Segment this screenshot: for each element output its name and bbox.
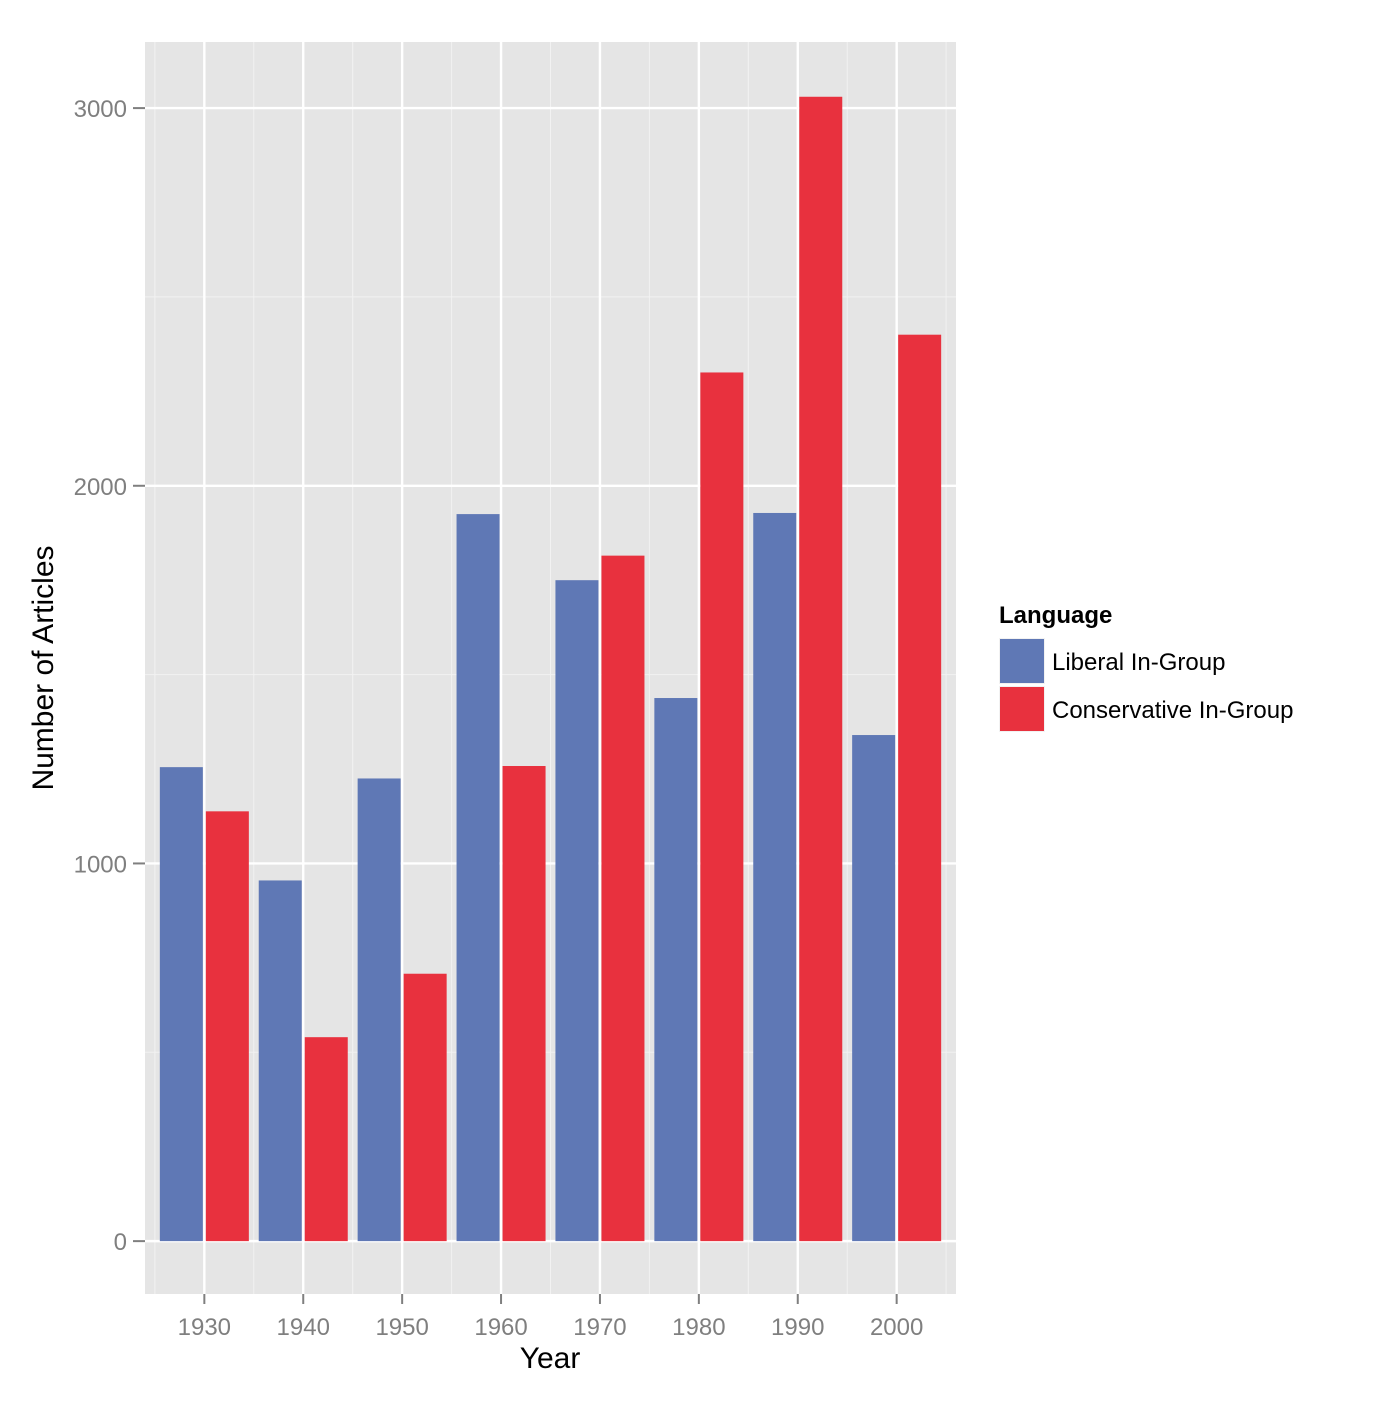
- y-tick-label: 1000: [74, 851, 127, 878]
- legend-title: Language: [999, 602, 1112, 629]
- x-tick-label: 1970: [573, 1314, 626, 1341]
- x-tick-label: 1930: [178, 1314, 231, 1341]
- x-tick-label: 1950: [375, 1314, 428, 1341]
- x-tick-label: 1960: [474, 1314, 527, 1341]
- bar-liberal-1970: [555, 580, 599, 1242]
- x-axis-title: Year: [520, 1342, 581, 1375]
- grid-lines: [145, 42, 956, 1294]
- legend-items: Liberal In-Group Conservative In-Group: [999, 638, 1293, 732]
- x-tick-label: 1980: [672, 1314, 725, 1341]
- x-tick-label: 1990: [771, 1314, 824, 1341]
- bar-liberal-1990: [753, 512, 797, 1242]
- bar-liberal-1950: [357, 778, 401, 1242]
- bar-conservative-1970: [601, 555, 645, 1242]
- bar-liberal-2000: [852, 735, 896, 1242]
- legend-label: Liberal In-Group: [1052, 649, 1225, 676]
- bar-liberal-1930: [159, 767, 203, 1242]
- bar-conservative-1930: [205, 811, 249, 1242]
- bar-liberal-1940: [258, 880, 302, 1242]
- legend-label: Conservative In-Group: [1052, 697, 1293, 724]
- legend-swatch: [1000, 687, 1044, 731]
- x-tick-label: 2000: [870, 1314, 923, 1341]
- bar-conservative-1950: [403, 973, 447, 1242]
- legend: Language Liberal In-Group Conservative In…: [999, 602, 1293, 732]
- bar-liberal-1960: [456, 514, 500, 1242]
- bar-conservative-1940: [304, 1037, 348, 1242]
- y-tick-label: 2000: [74, 474, 127, 501]
- y-axis: 0 1000 2000 3000: [74, 96, 145, 1256]
- y-tick-label: 0: [114, 1229, 127, 1256]
- bar-conservative-2000: [898, 334, 942, 1242]
- y-axis-title: Number of Articles: [27, 545, 60, 790]
- legend-swatch: [1000, 639, 1044, 683]
- bar-conservative-1980: [700, 372, 744, 1242]
- bar-conservative-1990: [799, 96, 843, 1242]
- x-tick-label: 1940: [277, 1314, 330, 1341]
- y-tick-label: 3000: [74, 96, 127, 123]
- bar-conservative-1960: [502, 766, 546, 1242]
- x-axis: 1930 1940 1950 1960 1970 1980 1990 2000: [178, 1294, 923, 1341]
- bar-liberal-1980: [654, 698, 698, 1242]
- bars: [159, 96, 942, 1242]
